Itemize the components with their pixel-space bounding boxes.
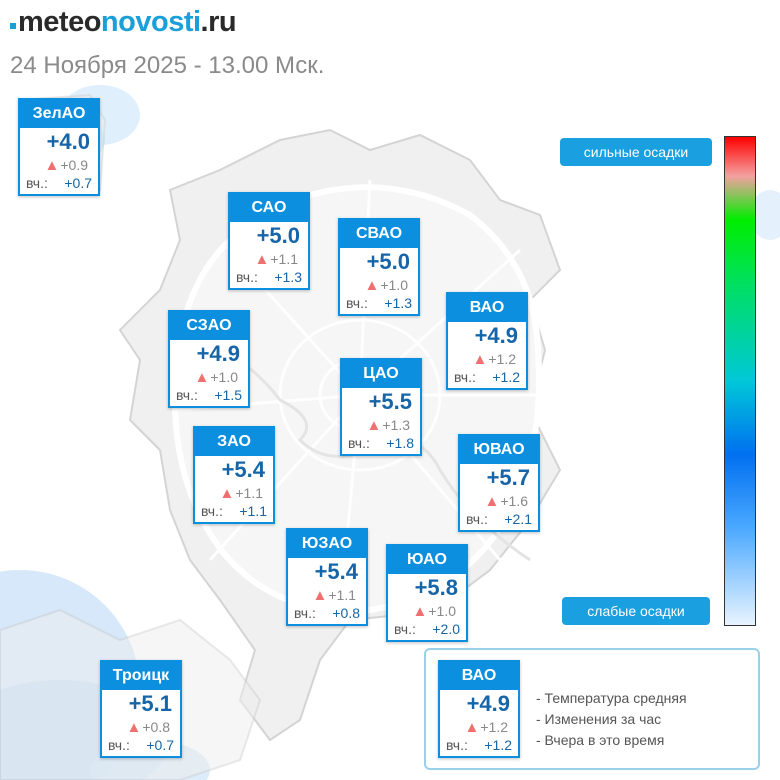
district-card-sao: САО +5.0 ▲+1.1 вч.: +1.3	[228, 192, 310, 290]
district-name: ЮЗАО	[288, 530, 366, 558]
district-yesterday: вч.: +2.0	[394, 621, 460, 637]
district-yesterday: вч.: +1.2	[454, 369, 520, 385]
rise-triangle-icon: ▲	[312, 587, 328, 604]
district-change: ▲+1.6	[484, 493, 529, 510]
district-card-zao: ЗАО +5.4 ▲+1.1 вч.: +1.1	[193, 426, 275, 524]
legend-item-hourly-change: - Изменения за час	[536, 711, 662, 727]
district-card-yuzao: ЮЗАО +5.4 ▲+1.1 вч.: +0.8	[286, 528, 368, 626]
district-card-yuvao: ЮВАО +5.7 ▲+1.6 вч.: +2.1	[458, 434, 540, 532]
rise-triangle-icon: ▲	[194, 369, 210, 386]
logo-text-part1: meteo	[18, 6, 101, 38]
district-temp: +4.9	[196, 341, 240, 366]
district-temp: +4.0	[46, 129, 90, 154]
district-change: ▲+1.0	[364, 277, 409, 294]
district-yesterday: вч.: +1.3	[346, 295, 412, 311]
rise-triangle-icon: ▲	[44, 157, 60, 174]
district-name: ВАО	[448, 294, 526, 322]
rise-triangle-icon: ▲	[364, 277, 380, 294]
precip-scale-bottom-label: слабые осадки	[562, 597, 710, 625]
river	[189, 328, 531, 562]
district-yesterday: вч.: +0.7	[108, 737, 174, 753]
district-yesterday: вч.: +0.7	[26, 175, 92, 191]
rise-triangle-icon: ▲	[254, 251, 270, 268]
site-logo[interactable]: meteonovosti.ru	[10, 6, 237, 39]
district-name: ЗелАО	[20, 100, 98, 128]
district-card-yuao: ЮАО +5.8 ▲+1.0 вч.: +2.0	[386, 544, 468, 642]
district-yesterday: вч.: +1.1	[201, 503, 267, 519]
district-name: ВАО	[440, 662, 518, 690]
district-temp: +4.9	[466, 691, 510, 716]
district-change: ▲+1.3	[366, 417, 411, 434]
district-change: ▲+1.2	[472, 351, 517, 368]
rise-triangle-icon: ▲	[126, 719, 142, 736]
logo-text-part2: novosti	[100, 6, 201, 38]
precip-color-scale	[724, 136, 756, 626]
rise-triangle-icon: ▲	[366, 417, 382, 434]
district-name: Троицк	[102, 662, 180, 690]
district-card-troitsk: Троицк +5.1 ▲+0.8 вч.: +0.7	[100, 660, 182, 758]
district-card-vao: ВАО +4.9 ▲+1.2 вч.: +1.2	[446, 292, 528, 390]
district-name: ЦАО	[342, 360, 420, 388]
district-yesterday: вч.: +2.1	[466, 511, 532, 527]
district-change: ▲+1.1	[312, 587, 357, 604]
legend-box: ВАО +4.9 ▲+1.2 вч.: +1.2 - Температура ср…	[424, 648, 760, 770]
district-yesterday: вч.: +1.8	[348, 435, 414, 451]
district-temp: +5.7	[486, 465, 530, 490]
district-temp: +5.1	[128, 691, 172, 716]
rise-triangle-icon: ▲	[219, 485, 235, 502]
logo-mark-icon	[10, 23, 16, 29]
district-temp: +5.4	[221, 457, 265, 482]
logo-text-part3: .ru	[200, 6, 237, 38]
district-yesterday: вч.: +1.2	[446, 737, 512, 753]
district-card-zelao: ЗелАО +4.0 ▲+0.9 вч.: +0.7	[18, 98, 100, 196]
district-temp: +5.5	[368, 389, 412, 414]
district-name: ЗАО	[195, 428, 273, 456]
district-yesterday: вч.: +1.5	[176, 387, 242, 403]
district-change: ▲+1.1	[219, 485, 264, 502]
district-temp: +4.9	[474, 323, 518, 348]
district-name: ЮАО	[388, 546, 466, 574]
district-name: ЮВАО	[460, 436, 538, 464]
legend-example-card: ВАО +4.9 ▲+1.2 вч.: +1.2	[438, 660, 520, 758]
district-card-tsao: ЦАО +5.5 ▲+1.3 вч.: +1.8	[340, 358, 422, 456]
legend-item-temperature: - Температура средняя	[536, 690, 687, 706]
district-change: ▲+1.2	[464, 719, 509, 736]
district-change: ▲+1.0	[412, 603, 457, 620]
district-change: ▲+1.0	[194, 369, 239, 386]
rise-triangle-icon: ▲	[412, 603, 428, 620]
rise-triangle-icon: ▲	[484, 493, 500, 510]
precip-scale-top-label: сильные осадки	[560, 138, 712, 166]
rise-triangle-icon: ▲	[464, 719, 480, 736]
rise-triangle-icon: ▲	[472, 351, 488, 368]
forecast-date: 24 Ноября 2025 - 13.00 Мск.	[10, 52, 325, 79]
district-temp: +5.4	[314, 559, 358, 584]
district-name: СВАО	[340, 220, 418, 248]
district-change: ▲+0.8	[126, 719, 171, 736]
district-temp: +5.8	[414, 575, 458, 600]
district-card-svao: СВАО +5.0 ▲+1.0 вч.: +1.3	[338, 218, 420, 316]
district-name: СЗАО	[170, 312, 248, 340]
district-temp: +5.0	[366, 249, 410, 274]
legend-item-yesterday: - Вчера в это время	[536, 732, 665, 748]
district-temp: +5.0	[256, 223, 300, 248]
district-name: САО	[230, 194, 308, 222]
district-yesterday: вч.: +0.8	[294, 605, 360, 621]
district-change: ▲+0.9	[44, 157, 89, 174]
district-yesterday: вч.: +1.3	[236, 269, 302, 285]
district-change: ▲+1.1	[254, 251, 299, 268]
district-card-szao: СЗАО +4.9 ▲+1.0 вч.: +1.5	[168, 310, 250, 408]
precip-area	[750, 190, 780, 240]
